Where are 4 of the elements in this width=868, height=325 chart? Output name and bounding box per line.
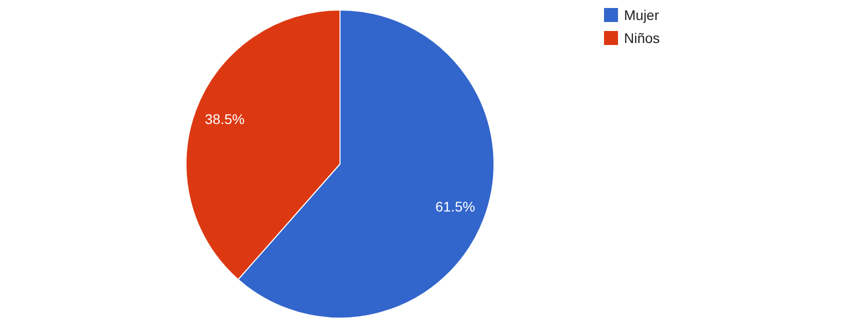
legend-label: Niños [624,30,660,46]
data-label: 38.5% [204,111,245,128]
data-label: 61.5% [435,198,476,214]
legend-label: Mujer [624,7,660,23]
